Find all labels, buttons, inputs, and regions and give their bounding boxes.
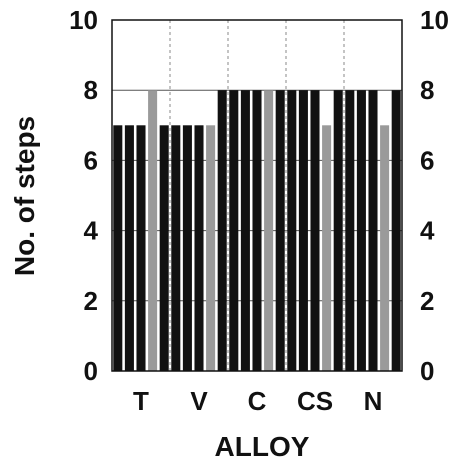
bar-t-3 — [136, 125, 146, 371]
y2-tick-label: 0 — [420, 356, 434, 386]
bar-v-4 — [206, 125, 216, 371]
bar-v-2 — [182, 125, 192, 371]
bar-n-4 — [380, 125, 390, 371]
bar-t-5 — [159, 125, 169, 371]
bar-cs-2 — [298, 90, 308, 371]
y2-tick-label: 10 — [420, 5, 449, 35]
right-axis-ticks: 0 2 4 6 8 10 — [420, 5, 449, 386]
category-label-cs: CS — [297, 386, 333, 416]
bars-group — [113, 90, 401, 371]
category-label-c: C — [248, 386, 267, 416]
bar-c-4 — [264, 90, 274, 371]
y-tick-label: 10 — [69, 5, 98, 35]
bar-cs-4 — [322, 125, 332, 371]
bar-c-5 — [275, 90, 285, 371]
category-label-t: T — [133, 386, 149, 416]
bar-cs-1 — [287, 90, 297, 371]
y-tick-label: 8 — [84, 75, 98, 105]
y2-tick-label: 2 — [420, 286, 434, 316]
bar-t-2 — [124, 125, 134, 371]
plot-frame — [111, 19, 403, 372]
bar-n-1 — [345, 90, 355, 371]
y-tick-label: 2 — [84, 286, 98, 316]
y-tick-label: 0 — [84, 356, 98, 386]
left-axis-ticks: 0 2 4 6 8 10 — [69, 5, 98, 386]
y2-tick-label: 6 — [420, 145, 434, 175]
x-axis-label: ALLOY — [215, 431, 310, 462]
bar-cs-5 — [333, 90, 343, 371]
category-label-v: V — [190, 386, 208, 416]
bar-t-1 — [113, 125, 123, 371]
bar-n-5 — [391, 90, 401, 371]
y2-tick-label: 4 — [420, 216, 435, 246]
bar-cs-3 — [310, 90, 320, 371]
y-tick-label: 6 — [84, 145, 98, 175]
bar-v-1 — [171, 125, 181, 371]
y-axis-label: No. of steps — [9, 116, 40, 276]
y2-tick-label: 8 — [420, 75, 434, 105]
bar-n-2 — [356, 90, 366, 371]
bar-n-3 — [368, 90, 378, 371]
plot-border — [111, 19, 403, 372]
bar-v-5 — [217, 90, 227, 371]
bar-c-3 — [252, 90, 262, 371]
bar-c-2 — [240, 90, 250, 371]
bar-t-4 — [148, 90, 158, 371]
category-label-n: N — [364, 386, 383, 416]
category-labels: T V C CS N — [133, 386, 382, 416]
bar-v-3 — [194, 125, 204, 371]
y-tick-label: 4 — [84, 216, 99, 246]
bar-c-1 — [229, 90, 239, 371]
